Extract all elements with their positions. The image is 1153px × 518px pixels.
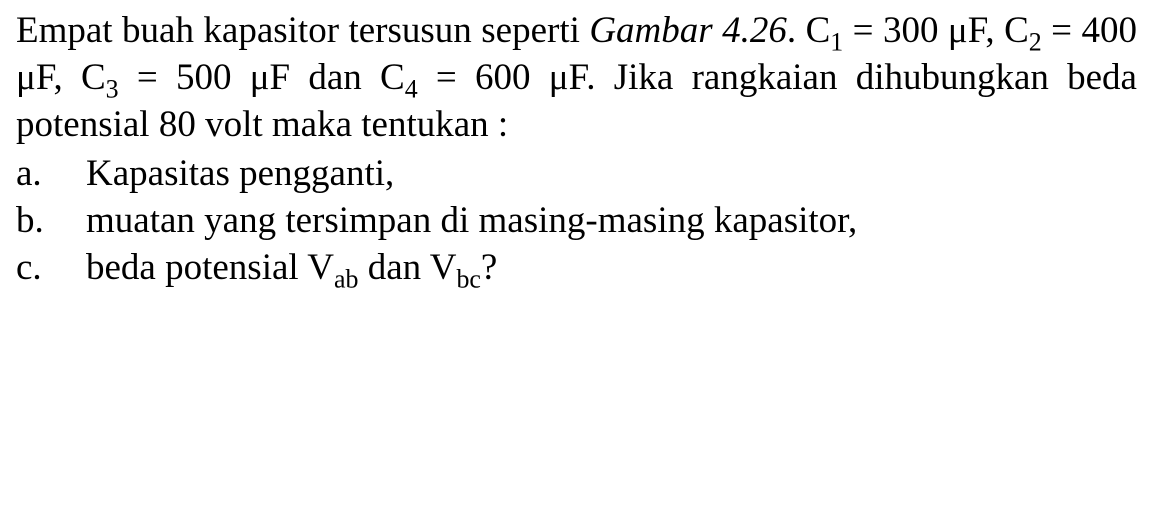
c2-label: C (1004, 10, 1029, 51)
list-item: c. beda potensial Vab dan Vbc? (16, 245, 1137, 292)
c-mid: dan (358, 247, 429, 288)
item-marker-a: a. (16, 151, 86, 198)
c-post: ? (481, 247, 497, 288)
item-text-b: muatan yang tersimpan di masing-masing k… (86, 198, 1137, 245)
vbc-v: V (430, 247, 457, 288)
c1-eq: = 300 μF, (843, 10, 1004, 51)
c3-sub: 3 (106, 74, 119, 103)
c4-sub: 4 (405, 74, 418, 103)
problem-text: Empat buah kapasitor tersusun seperti Ga… (0, 0, 1153, 292)
c4-label: C (380, 57, 405, 98)
vbc-sub: bc (456, 264, 480, 293)
list-item: a. Kapasitas pengganti, (16, 151, 1137, 198)
item-text-c: beda potensial Vab dan Vbc? (86, 245, 1137, 292)
figure-ref: Gambar 4.26 (589, 10, 787, 51)
vab-sub: ab (334, 264, 358, 293)
question-list: a. Kapasitas pengganti, b. muatan yang t… (16, 151, 1137, 292)
c3-eq: = 500 μF dan (119, 57, 380, 98)
c1-label: C (806, 10, 831, 51)
item-text-a: Kapasitas pengganti, (86, 151, 1137, 198)
c3-label: C (81, 57, 106, 98)
c2-sub: 2 (1029, 27, 1042, 56)
intro-post: . (787, 10, 796, 51)
item-marker-c: c. (16, 245, 86, 292)
c-pre: beda potensial (86, 247, 307, 288)
vab-v: V (307, 247, 334, 288)
intro-paragraph: Empat buah kapasitor tersusun seperti Ga… (16, 8, 1137, 149)
c1-sub: 1 (830, 27, 843, 56)
item-marker-b: b. (16, 198, 86, 245)
list-item: b. muatan yang tersimpan di masing-masin… (16, 198, 1137, 245)
intro-pre: Empat buah kapasitor tersusun seperti (16, 10, 589, 51)
